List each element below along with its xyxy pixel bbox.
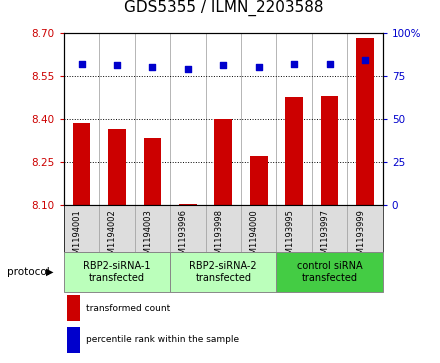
Bar — [214, 119, 232, 205]
Bar — [321, 96, 338, 205]
Bar — [64, 252, 170, 292]
Bar — [67, 295, 80, 321]
Text: GSM1194002: GSM1194002 — [108, 209, 117, 265]
Bar — [276, 252, 383, 292]
Bar — [170, 252, 276, 292]
Point — [78, 61, 85, 67]
Point — [326, 61, 333, 67]
Bar — [73, 123, 90, 205]
Bar — [67, 327, 80, 352]
Point — [362, 57, 369, 63]
Text: control siRNA
transfected: control siRNA transfected — [297, 261, 363, 283]
Point — [114, 62, 121, 68]
Text: GSM1193997: GSM1193997 — [321, 209, 330, 265]
Text: protocol: protocol — [7, 267, 49, 277]
Point — [255, 64, 262, 70]
Point — [220, 62, 227, 68]
Bar — [356, 38, 374, 205]
Text: GSM1193999: GSM1193999 — [356, 209, 365, 265]
Text: RBP2-siRNA-2
transfected: RBP2-siRNA-2 transfected — [190, 261, 257, 283]
Text: GSM1194003: GSM1194003 — [143, 209, 152, 265]
Text: percentile rank within the sample: percentile rank within the sample — [86, 335, 239, 344]
Bar — [108, 129, 126, 205]
Bar — [143, 138, 161, 205]
Text: GSM1194000: GSM1194000 — [250, 209, 259, 265]
Bar — [179, 204, 197, 205]
Text: GSM1193995: GSM1193995 — [285, 209, 294, 265]
Text: RBP2-siRNA-1
transfected: RBP2-siRNA-1 transfected — [83, 261, 151, 283]
Text: GSM1193998: GSM1193998 — [214, 209, 223, 265]
Text: ▶: ▶ — [46, 267, 54, 277]
Point — [149, 64, 156, 70]
Text: GSM1193996: GSM1193996 — [179, 209, 188, 265]
Bar — [250, 156, 268, 205]
Text: GDS5355 / ILMN_2203588: GDS5355 / ILMN_2203588 — [124, 0, 323, 16]
Text: transformed count: transformed count — [86, 303, 170, 313]
Text: GSM1194001: GSM1194001 — [73, 209, 81, 265]
Bar — [285, 97, 303, 205]
Point — [184, 66, 191, 72]
Point — [291, 61, 298, 67]
